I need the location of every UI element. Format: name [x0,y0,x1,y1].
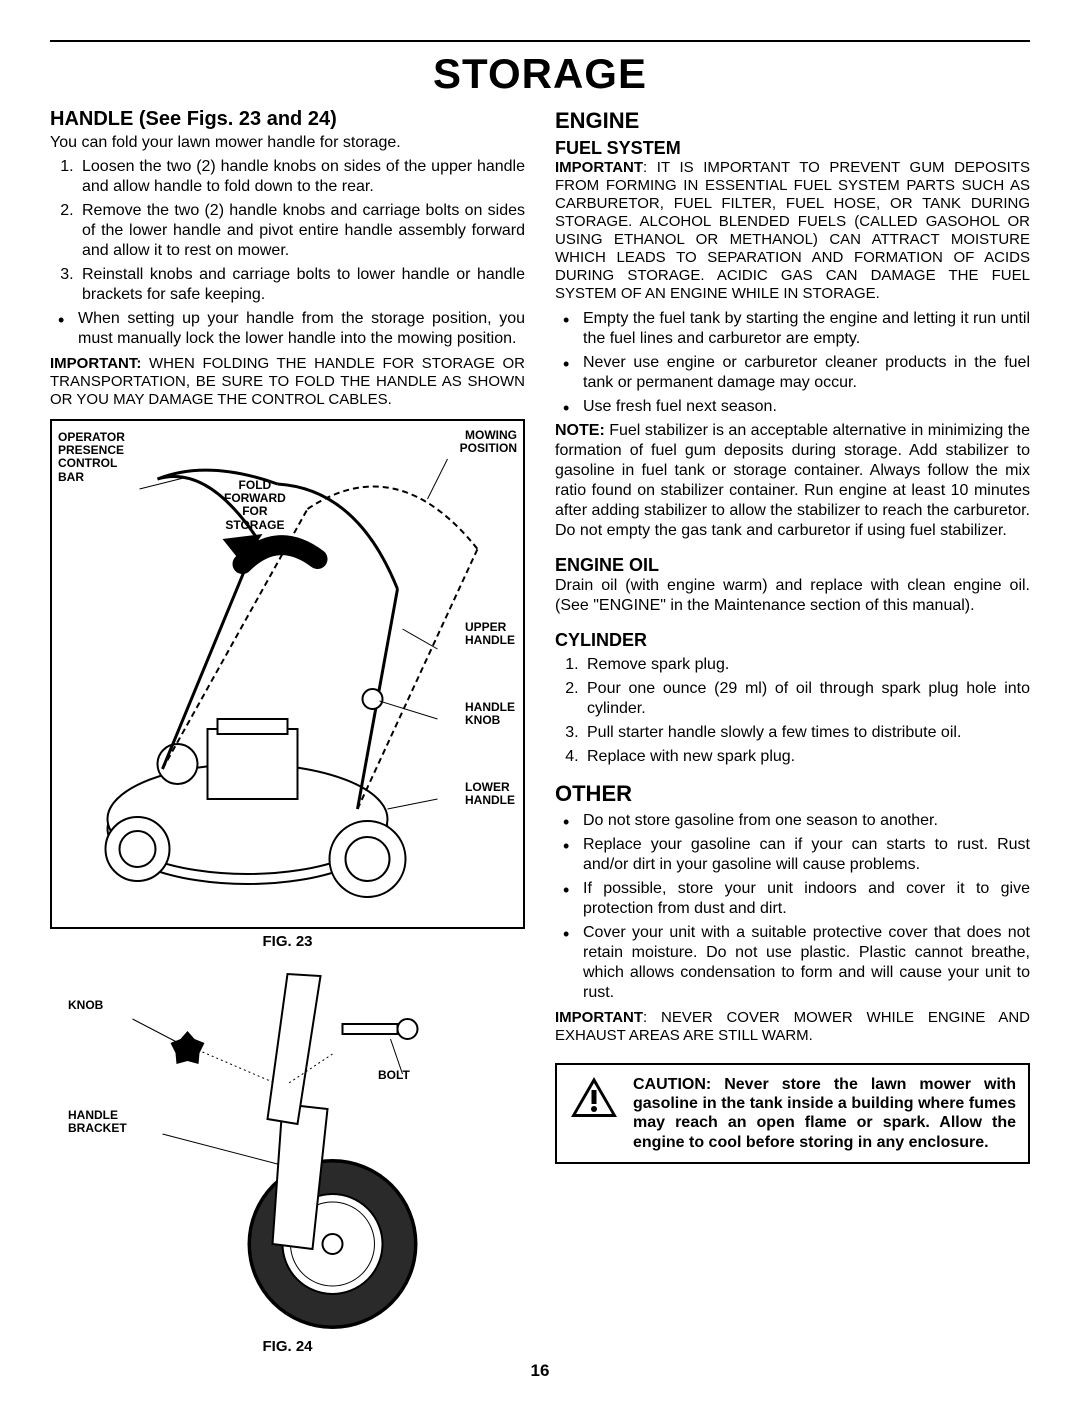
list-item: Use fresh fuel next season. [555,397,1030,417]
cylinder-heading: CYLINDER [555,630,1030,651]
fig-label: FOLD FORWARD FOR STORAGE [224,479,286,532]
fig-label: OPERATOR PRESENCE CONTROL BAR [58,431,125,484]
list-item: Never use engine or carburetor cleaner p… [555,353,1030,393]
important-lead: IMPORTANT [555,159,643,176]
handle-intro: You can fold your lawn mower handle for … [50,133,525,153]
knob-bolt-diagram-icon [60,964,525,1334]
list-item: Pour one ounce (29 ml) of oil through sp… [583,679,1030,719]
handle-steps: Loosen the two (2) handle knobs on sides… [50,157,525,305]
page-number: 16 [50,1361,1030,1381]
handle-bullets: When setting up your handle from the sto… [50,309,525,349]
figure-23: OPERATOR PRESENCE CONTROL BAR MOWING POS… [50,419,525,929]
list-item: Empty the fuel tank by starting the engi… [555,309,1030,349]
fig-label: BOLT [378,1069,410,1082]
right-column: Engine FUEL SYSTEM IMPORTANT: IT IS IMPO… [555,108,1030,1355]
important-lead: IMPORTANT [555,1009,643,1026]
caution-text: CAUTION: Never store the lawn mower with… [633,1075,1016,1152]
handle-heading: HANDLE (See Figs. 23 and 24) [50,108,525,131]
list-item: Do not store gasoline from one season to… [555,811,1030,831]
list-item: When setting up your handle from the sto… [50,309,525,349]
caution-box: CAUTION: Never store the lawn mower with… [555,1063,1030,1164]
list-item: Reinstall knobs and carriage bolts to lo… [78,265,525,305]
fig-label: MOWING POSITION [460,429,517,455]
fig-label: HANDLE KNOB [465,701,515,727]
mower-diagram-icon [60,429,515,919]
left-column: HANDLE (See Figs. 23 and 24) You can fol… [50,108,525,1355]
list-item: Pull starter handle slowly a few times t… [583,723,1030,743]
fig-label: HANDLE BRACKET [68,1109,127,1135]
fig-label: LOWER HANDLE [465,781,515,807]
warning-triangle-icon [569,1075,619,1119]
other-bullets: Do not store gasoline from one season to… [555,811,1030,1003]
cylinder-steps: Remove spark plug. Pour one ounce (29 ml… [555,655,1030,767]
other-important: IMPORTANT: NEVER COVER MOWER WHILE ENGIN… [555,1009,1030,1045]
handle-important: IMPORTANT: WHEN FOLDING THE HANDLE FOR S… [50,355,525,409]
page-title: Storage [50,50,1030,98]
list-item: Cover your unit with a suitable protecti… [555,923,1030,1003]
oil-body: Drain oil (with engine warm) and replace… [555,576,1030,616]
list-item: Replace your gasoline can if your can st… [555,835,1030,875]
fuel-note: NOTE: Fuel stabilizer is an acceptable a… [555,421,1030,541]
fuel-important: IMPORTANT: IT IS IMPORTANT TO PREVENT GU… [555,159,1030,303]
list-item: If possible, store your unit indoors and… [555,879,1030,919]
fig23-caption: FIG. 23 [50,933,525,950]
important-body: : IT IS IMPORTANT TO PREVENT GUM DEPOSIT… [555,159,1030,302]
fuel-bullets: Empty the fuel tank by starting the engi… [555,309,1030,417]
note-body: Fuel stabilizer is an acceptable alterna… [555,422,1030,539]
figure-24: KNOB BOLT HANDLE BRACKET [60,964,525,1334]
fig24-caption: FIG. 24 [50,1338,525,1355]
fig-label: KNOB [68,999,103,1012]
important-lead: IMPORTANT: [50,355,141,372]
list-item: Loosen the two (2) handle knobs on sides… [78,157,525,197]
fuel-heading: FUEL SYSTEM [555,138,1030,159]
list-item: Replace with new spark plug. [583,747,1030,767]
list-item: Remove the two (2) handle knobs and carr… [78,201,525,261]
engine-heading: Engine [555,108,1030,134]
other-heading: Other [555,781,1030,807]
oil-heading: ENGINE OIL [555,555,1030,576]
list-item: Remove spark plug. [583,655,1030,675]
fig-label: UPPER HANDLE [465,621,515,647]
note-lead: NOTE: [555,422,605,439]
